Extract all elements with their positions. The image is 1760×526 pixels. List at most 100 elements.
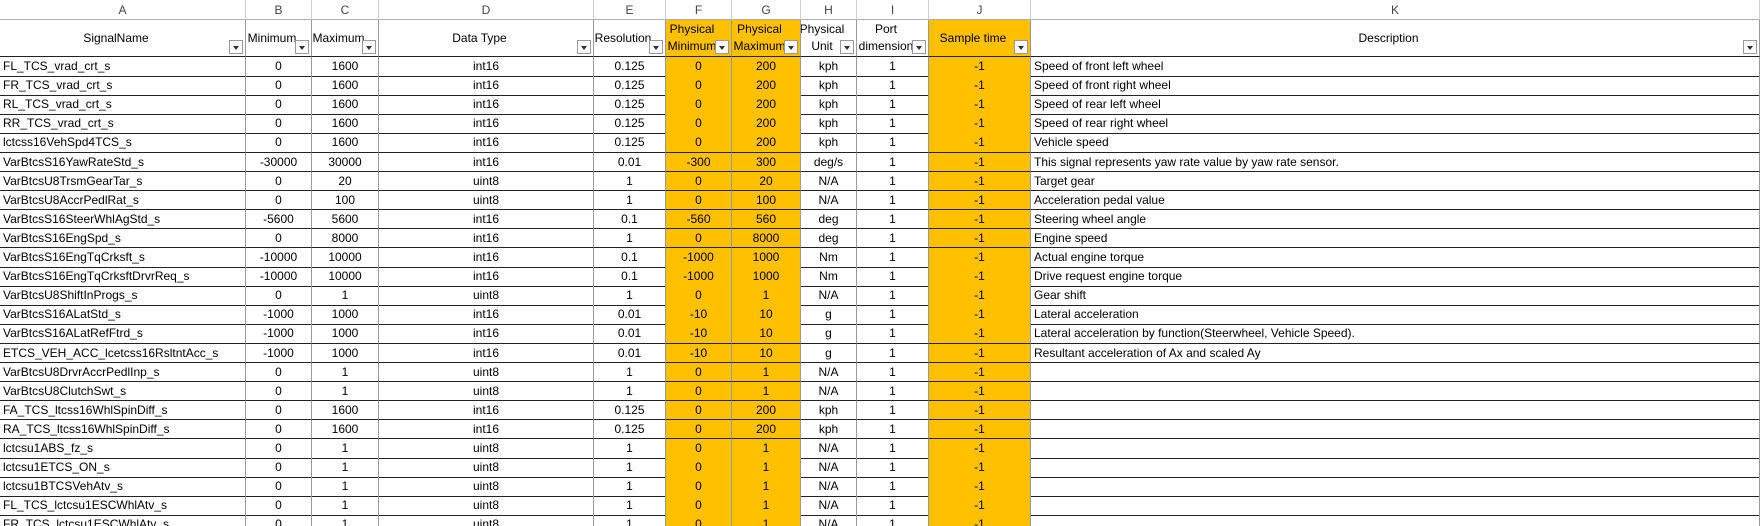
cell: uint8 bbox=[379, 477, 594, 497]
cell: Lateral acceleration by function(Steerwh… bbox=[1031, 324, 1760, 344]
cell: 0 bbox=[666, 362, 732, 383]
cell bbox=[1031, 439, 1760, 459]
cell: -1 bbox=[929, 439, 1031, 459]
cell: 0 bbox=[666, 114, 732, 134]
cell: int16 bbox=[379, 95, 594, 115]
cell: 1 bbox=[857, 458, 929, 478]
filter-button[interactable] bbox=[1014, 40, 1028, 54]
cell: 1 bbox=[857, 343, 929, 364]
column-letter[interactable]: E bbox=[594, 0, 666, 20]
header-cell: Sample time bbox=[929, 20, 1031, 57]
column-letter[interactable]: G bbox=[732, 0, 801, 20]
cell: 0 bbox=[246, 76, 312, 96]
filter-button[interactable] bbox=[912, 40, 926, 54]
column-letter[interactable]: A bbox=[0, 0, 246, 20]
cell: N/A bbox=[801, 286, 857, 306]
filter-button[interactable] bbox=[649, 40, 663, 54]
filter-button[interactable] bbox=[715, 40, 729, 54]
cell: VarBtcsU8TrsmGearTar_s bbox=[0, 171, 246, 192]
cell: -1 bbox=[929, 343, 1031, 364]
cell: ETCS_VEH_ACC_lcetcss16RsltntAcc_s bbox=[0, 343, 246, 364]
cell: 0.01 bbox=[594, 343, 666, 364]
cell: N/A bbox=[801, 515, 857, 526]
column-letter[interactable]: I bbox=[857, 0, 929, 20]
cell: -1000 bbox=[246, 343, 312, 364]
cell: FL_TCS_vrad_crt_s bbox=[0, 57, 246, 77]
cell: -1 bbox=[929, 400, 1031, 421]
filter-button[interactable] bbox=[362, 40, 376, 54]
cell: 0 bbox=[246, 515, 312, 526]
cell: 1 bbox=[857, 57, 929, 77]
cell bbox=[1031, 515, 1760, 526]
cell: 1 bbox=[857, 381, 929, 402]
cell bbox=[1031, 419, 1760, 440]
cell: 10 bbox=[732, 305, 801, 325]
cell: -1 bbox=[929, 419, 1031, 440]
header-cell: Physical Unit bbox=[801, 20, 857, 57]
cell: 1 bbox=[857, 515, 929, 526]
column-letter[interactable]: H bbox=[801, 0, 857, 20]
column-letter[interactable]: F bbox=[666, 0, 732, 20]
cell: 0 bbox=[246, 419, 312, 440]
cell: int16 bbox=[379, 267, 594, 287]
cell: 0.125 bbox=[594, 419, 666, 440]
cell: -1 bbox=[929, 171, 1031, 192]
cell: 0 bbox=[246, 133, 312, 153]
cell: 0 bbox=[666, 477, 732, 497]
cell: 1 bbox=[312, 458, 379, 478]
cell: 0 bbox=[246, 57, 312, 77]
cell: -1000 bbox=[246, 324, 312, 344]
cell: -1 bbox=[929, 209, 1031, 230]
cell: 0.125 bbox=[594, 76, 666, 96]
column-letter[interactable]: C bbox=[312, 0, 379, 20]
cell: uint8 bbox=[379, 362, 594, 383]
cell: 0 bbox=[246, 114, 312, 134]
filter-button[interactable] bbox=[1743, 40, 1757, 54]
cell: 1 bbox=[594, 171, 666, 192]
cell: VarBtcsU8DrvrAccrPedlInp_s bbox=[0, 362, 246, 383]
column-letter[interactable]: J bbox=[929, 0, 1031, 20]
cell: deg/s bbox=[801, 152, 857, 173]
cell: uint8 bbox=[379, 171, 594, 192]
cell: Speed of rear right wheel bbox=[1031, 114, 1760, 134]
cell: 1600 bbox=[312, 419, 379, 440]
cell: 1 bbox=[732, 362, 801, 383]
filter-button[interactable] bbox=[229, 40, 243, 54]
column-letter[interactable]: D bbox=[379, 0, 594, 20]
cell: 1 bbox=[857, 477, 929, 497]
filter-button[interactable] bbox=[784, 40, 798, 54]
column-letter[interactable]: B bbox=[246, 0, 312, 20]
cell: 0 bbox=[666, 515, 732, 526]
cell: -1 bbox=[929, 496, 1031, 516]
cell: 1 bbox=[857, 152, 929, 173]
cell: 1 bbox=[594, 477, 666, 497]
cell: -10 bbox=[666, 343, 732, 364]
cell: 1 bbox=[732, 496, 801, 516]
cell: lctcsu1ABS_fz_s bbox=[0, 439, 246, 459]
cell: 1600 bbox=[312, 76, 379, 96]
cell: int16 bbox=[379, 324, 594, 344]
cell: 1600 bbox=[312, 133, 379, 153]
cell: -1 bbox=[929, 57, 1031, 77]
cell: 100 bbox=[732, 190, 801, 211]
cell: 1600 bbox=[312, 400, 379, 421]
cell: 10000 bbox=[312, 248, 379, 268]
cell: FR_TCS_lctcsu1ESCWhlAtv_s bbox=[0, 515, 246, 526]
cell: N/A bbox=[801, 190, 857, 211]
filter-button[interactable] bbox=[295, 40, 309, 54]
column-letter[interactable]: K bbox=[1031, 0, 1760, 20]
cell: g bbox=[801, 343, 857, 364]
filter-button[interactable] bbox=[577, 40, 591, 54]
filter-button[interactable] bbox=[840, 40, 854, 54]
cell: 20 bbox=[732, 171, 801, 192]
cell: 1 bbox=[857, 133, 929, 153]
cell: VarBtcsS16ALatRefFtrd_s bbox=[0, 324, 246, 344]
cell: 1 bbox=[594, 381, 666, 402]
cell: 1 bbox=[857, 496, 929, 516]
cell: -560 bbox=[666, 209, 732, 230]
cell: g bbox=[801, 324, 857, 344]
cell: 0 bbox=[666, 190, 732, 211]
cell: lctcsu1BTCSVehAtv_s bbox=[0, 477, 246, 497]
cell: 200 bbox=[732, 57, 801, 77]
cell: 1 bbox=[857, 228, 929, 249]
